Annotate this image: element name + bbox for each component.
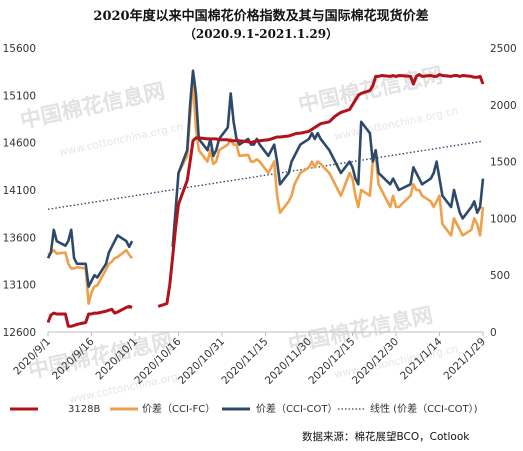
y-right-tick-label: 500 — [490, 270, 510, 282]
legend-label: 价差（CCI-COT） — [256, 402, 337, 415]
series-line — [46, 69, 485, 288]
watermark-url: www.cottonchina.org.cn — [68, 368, 194, 406]
y-right-tick-label: 2500 — [490, 43, 517, 55]
x-tick-label: 2021/1/29 — [442, 336, 489, 383]
legend-label: 价差（CCI-FC） — [142, 402, 215, 415]
watermark-url: www.cottonchina.org.cn — [58, 121, 184, 159]
series-line — [46, 73, 485, 328]
right-axis: 0 500 1000 1500 2000 2500 — [490, 43, 517, 339]
y-left-tick-label: 12600 — [3, 327, 36, 339]
series-trendline — [47, 140, 484, 211]
y-left-tick-label: 14100 — [3, 185, 36, 197]
y-left-tick-label: 13600 — [3, 232, 36, 244]
y-left-tick-label: 13100 — [3, 280, 36, 292]
legend: 3128B 价差（CCI-FC） 价差（CCI-COT） 线性 (价差（CCI-… — [10, 402, 478, 415]
plot-area — [46, 69, 485, 328]
y-right-tick-label: 1000 — [490, 213, 517, 225]
y-left-tick-label: 15600 — [3, 43, 36, 55]
legend-label: 线性 (价差（CCI-COT）) — [370, 402, 478, 415]
y-left-tick-label: 14600 — [3, 138, 36, 150]
y-left-tick-label: 15100 — [3, 90, 36, 102]
watermark-text: 中国棉花信息网 — [18, 79, 167, 133]
chart-title: 2020年度以来中国棉花价格指数及其与国际棉花现货价差 — [93, 8, 428, 24]
y-right-tick-label: 1500 — [490, 157, 517, 169]
legend-label: 3128B — [68, 404, 100, 415]
y-right-tick-label: 2000 — [490, 100, 517, 112]
source-note: 数据来源：棉花展望BCO，Cotlook — [302, 430, 470, 443]
chart-subtitle: （2020.9.1-2021.1.29） — [184, 26, 338, 41]
y-right-tick-label: 0 — [490, 327, 497, 339]
left-axis: 12600 13100 13600 14100 14600 15100 15600 — [3, 43, 36, 339]
watermark-url: www.cottonchina.org.cn — [333, 105, 459, 143]
